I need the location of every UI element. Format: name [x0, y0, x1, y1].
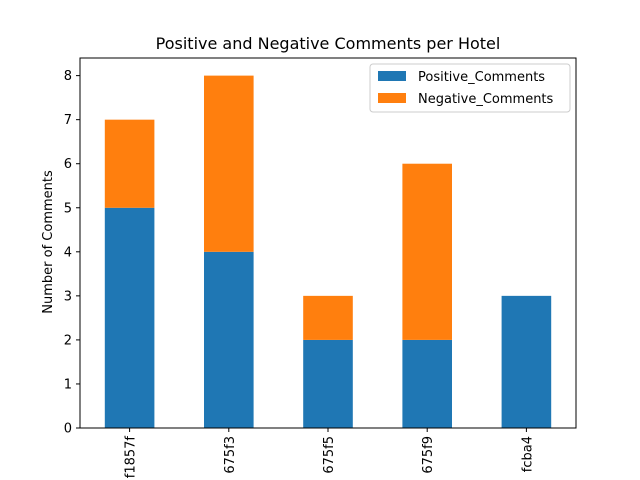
- x-tick-label-1: 675f3: [223, 436, 238, 474]
- y-axis-label: Number of Comments: [41, 170, 56, 314]
- bar-positive-3: [402, 339, 452, 428]
- legend-label-positive: Positive_Comments: [418, 70, 545, 85]
- y-tick-label-2: 2: [64, 333, 72, 348]
- bar-negative-0: [104, 119, 155, 208]
- bar-positive-4: [501, 295, 552, 428]
- y-tick-label-6: 6: [64, 157, 72, 172]
- bar-positive-1: [204, 251, 254, 428]
- chart-title: Positive and Negative Comments per Hotel: [156, 34, 501, 53]
- plot-area: f1857f 675f3 675f5 675f9 fcba4 0 1 2 3 4 5 6 7 8: [64, 57, 577, 479]
- legend-label-negative: Negative_Comments: [418, 92, 554, 107]
- y-tick-label-1: 1: [64, 377, 72, 392]
- legend: Positive_Comments Negative_Comments: [369, 63, 571, 113]
- legend-frame: [369, 63, 571, 113]
- legend-swatch-negative: [378, 93, 406, 103]
- x-tick-label-4: fcba4: [520, 436, 535, 472]
- x-tick-label-3: 675f9: [421, 436, 436, 474]
- x-tick-label-0: f1857f: [124, 436, 139, 479]
- bar-negative-1: [204, 75, 254, 252]
- y-tick-label-4: 4: [64, 245, 72, 260]
- y-tick-label-0: 0: [64, 422, 72, 437]
- bar-positive-0: [104, 207, 155, 428]
- y-tick-label-7: 7: [64, 113, 72, 128]
- bar-positive-2: [303, 339, 353, 428]
- bar-negative-3: [402, 163, 452, 340]
- y-tick-label-8: 8: [64, 69, 72, 84]
- y-tick-label-3: 3: [64, 289, 72, 304]
- bar-negative-2: [303, 295, 353, 340]
- legend-swatch-positive: [378, 71, 406, 81]
- y-tick-label-5: 5: [64, 201, 72, 216]
- x-tick-label-2: 675f5: [322, 436, 337, 474]
- axes-frame: [79, 57, 577, 429]
